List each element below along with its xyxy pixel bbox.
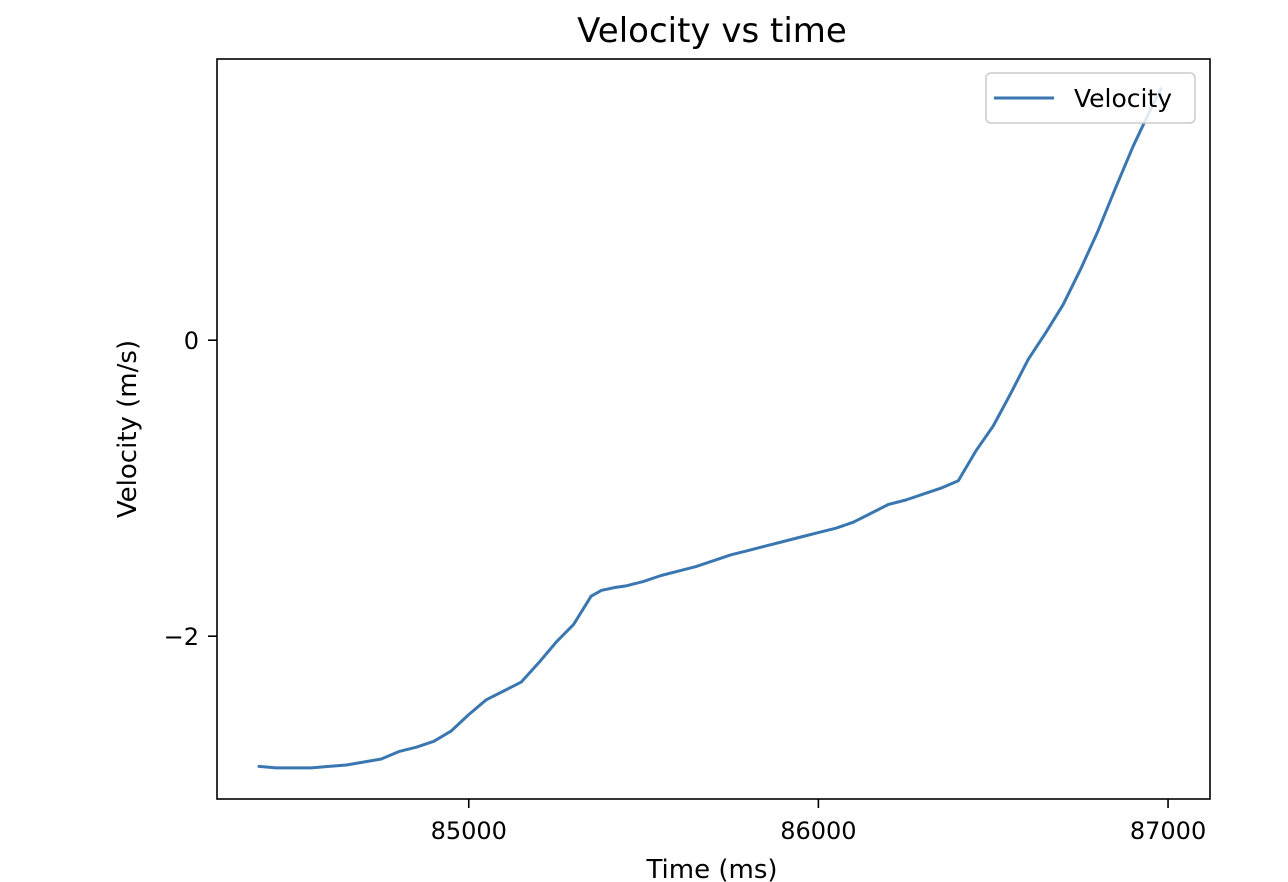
series-line-1: [257, 87, 1163, 770]
x-axis-label: Time (ms): [645, 855, 777, 882]
chart-title: Velocity vs time: [577, 11, 847, 51]
legend-label: Velocity: [1074, 84, 1172, 113]
y-axis-label: Velocity (m/s): [113, 340, 143, 518]
legend-box: [985, 72, 1196, 124]
plot-area: 85000 86000 87000 0 −2 Velocity: [164, 58, 1211, 845]
y-tick-label: 0: [184, 327, 199, 355]
x-tick-label: 86000: [780, 817, 856, 845]
x-tick-label: 87000: [1130, 817, 1206, 845]
y-tick-label: −2: [164, 623, 199, 651]
plot-frame: [216, 58, 1211, 800]
x-tick-label: 85000: [431, 817, 507, 845]
